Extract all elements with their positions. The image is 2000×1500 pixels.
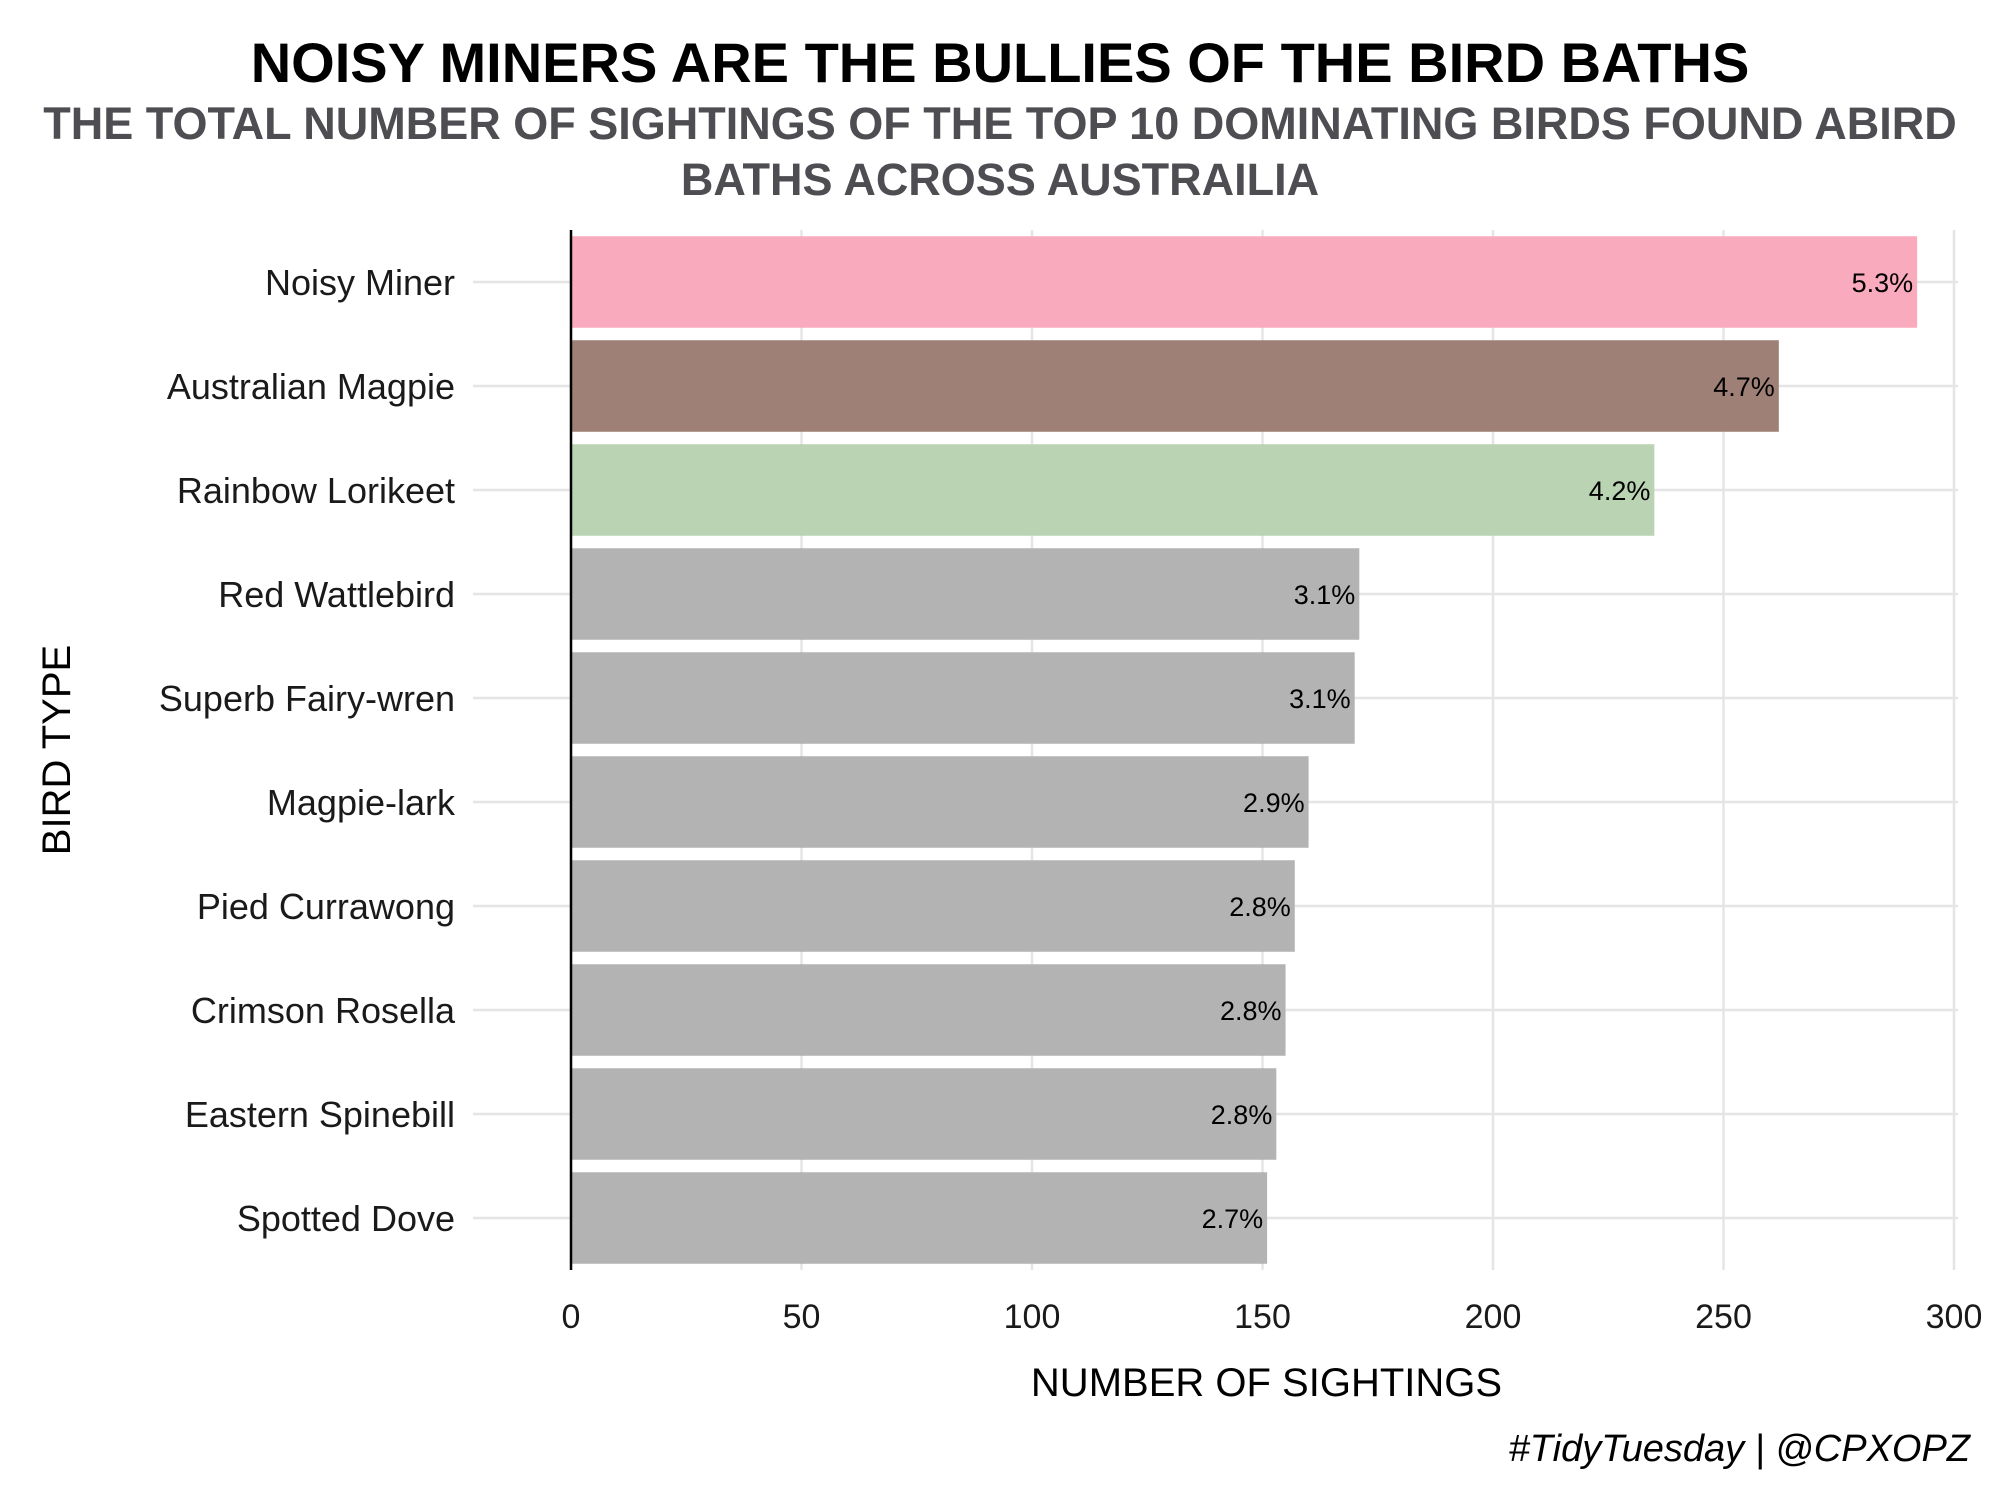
data-label: 2.8% xyxy=(1220,996,1282,1026)
x-tick-label: 0 xyxy=(562,1298,581,1336)
bar xyxy=(571,1068,1277,1160)
bar xyxy=(571,1172,1268,1264)
x-tick-label: 100 xyxy=(1004,1298,1061,1336)
data-label-layer: 5.3% 4.7% 4.2% 3.1% 3.1% 2.9% 2.8% 2.8% 2.8% 2.7% xyxy=(1202,268,1914,1234)
y-tick-labels: Noisy Miner Australian Magpie Rainbow Lori… xyxy=(159,262,456,1239)
data-label: 2.8% xyxy=(1229,892,1291,922)
x-tick-label: 50 xyxy=(783,1298,821,1336)
y-axis-title: BIRD TYPE xyxy=(35,645,79,855)
y-tick-label: Superb Fairy-wren xyxy=(159,678,455,719)
y-tick-label: Eastern Spinebill xyxy=(185,1094,455,1135)
y-tick-label: Red Wattlebird xyxy=(218,574,455,615)
x-tick-labels: 0 50 100 150 200 250 300 xyxy=(562,1298,1983,1336)
data-label: 5.3% xyxy=(1852,268,1914,298)
data-label: 2.8% xyxy=(1211,1100,1273,1130)
chart-title: NOISY MINERS ARE THE BULLIES OF THE BIRD… xyxy=(250,31,1750,94)
bar xyxy=(571,652,1355,744)
y-tick-label: Australian Magpie xyxy=(167,366,455,407)
chart-caption: #TidyTuesday | @CPXOPZ xyxy=(1508,1428,1970,1470)
y-tick-label: Noisy Miner xyxy=(265,262,455,303)
data-label: 3.1% xyxy=(1294,580,1356,610)
x-tick-label: 150 xyxy=(1234,1298,1291,1336)
data-label: 4.7% xyxy=(1713,372,1775,402)
bar xyxy=(571,340,1779,432)
y-tick-label: Crimson Rosella xyxy=(191,990,456,1031)
y-tick-label: Pied Currawong xyxy=(197,886,455,927)
bar xyxy=(571,964,1286,1056)
x-tick-label: 250 xyxy=(1695,1298,1752,1336)
bar xyxy=(571,860,1295,952)
y-tick-label: Rainbow Lorikeet xyxy=(177,470,455,511)
data-label: 2.7% xyxy=(1202,1204,1264,1234)
data-label: 4.2% xyxy=(1589,476,1651,506)
y-tick-label: Spotted Dove xyxy=(237,1198,455,1239)
bar xyxy=(571,756,1309,848)
x-tick-label: 300 xyxy=(1926,1298,1983,1336)
x-tick-label: 200 xyxy=(1465,1298,1522,1336)
chart-subtitle: THE TOTAL NUMBER OF SIGHTINGS OF THE TOP… xyxy=(43,98,1957,205)
data-label: 2.9% xyxy=(1243,788,1305,818)
y-tick-label: Magpie-lark xyxy=(267,782,456,823)
data-label: 3.1% xyxy=(1289,684,1351,714)
bar xyxy=(571,444,1655,536)
bar-layer xyxy=(571,236,1918,1264)
bar xyxy=(571,548,1360,640)
x-axis-title: NUMBER OF SIGHTINGS xyxy=(1031,1361,1502,1405)
bar xyxy=(571,236,1918,328)
